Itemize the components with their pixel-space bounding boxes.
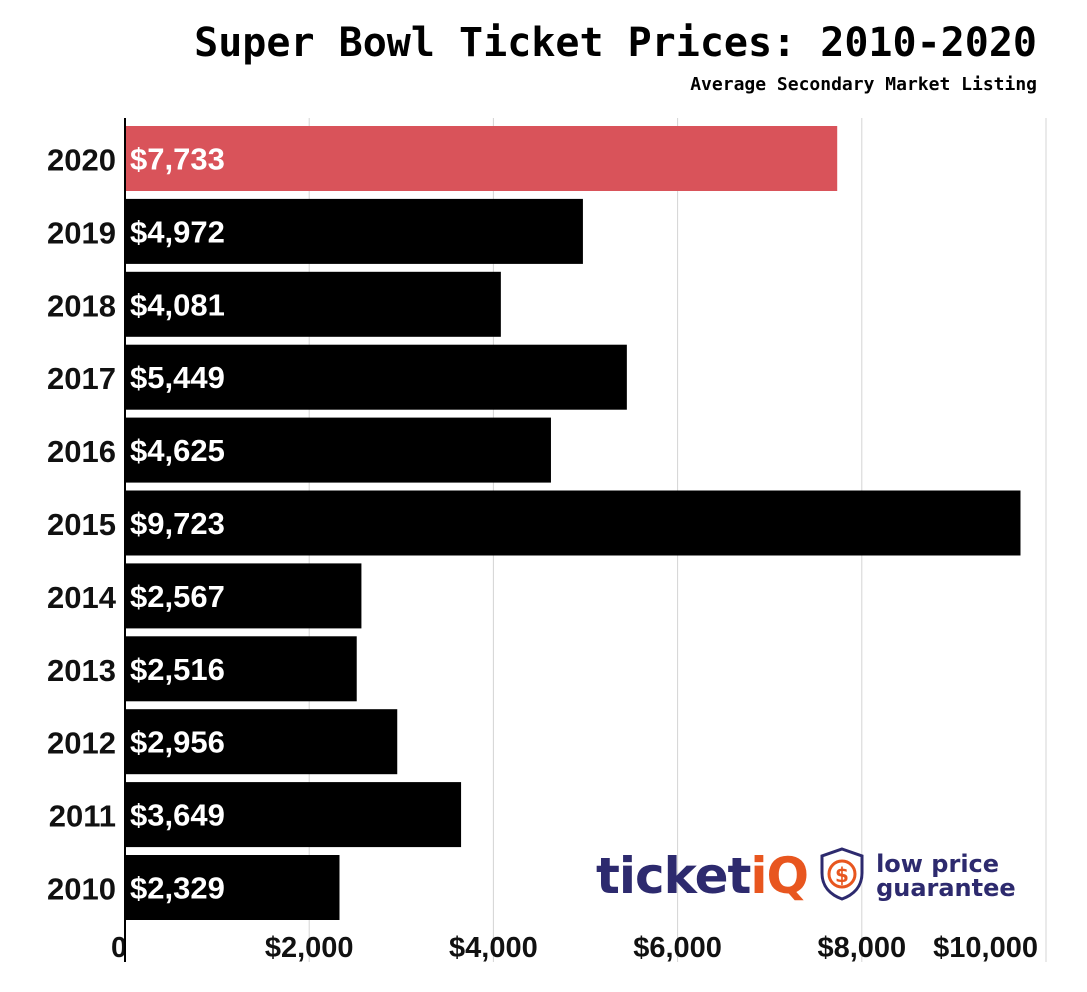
data-label-2010: $2,329 <box>130 871 225 906</box>
data-label-2020: $7,733 <box>130 142 225 177</box>
bar-2017 <box>125 344 627 410</box>
chart-title: Super Bowl Ticket Prices: 2010-2020 <box>194 20 1037 66</box>
data-label-2015: $9,723 <box>130 506 225 541</box>
category-label-2011: 2011 <box>49 799 116 834</box>
data-label-2011: $3,649 <box>130 798 225 833</box>
category-label-2020: 2020 <box>47 143 116 178</box>
x-tick-label: $6,000 <box>633 932 722 964</box>
category-label-2014: 2014 <box>47 580 117 615</box>
bar-2015 <box>125 490 1021 556</box>
category-label-2013: 2013 <box>47 653 116 688</box>
bar-2018 <box>125 271 501 337</box>
data-label-2019: $4,972 <box>130 214 225 249</box>
data-label-2014: $2,567 <box>130 579 225 614</box>
tagline-line-2: guarantee <box>876 874 1016 902</box>
tagline-line-1: low price <box>876 850 1000 878</box>
data-label-2016: $4,625 <box>130 433 225 468</box>
bar-2011 <box>125 782 462 848</box>
bar-2012 <box>125 709 398 775</box>
logo-wordmark: ticketiQ <box>596 846 809 906</box>
category-label-2019: 2019 <box>47 215 116 250</box>
logo-word-iq: iQ <box>750 847 809 905</box>
ticketiq-logo: ticketiQ $ low price guarantee <box>596 846 1016 906</box>
data-label-2013: $2,516 <box>130 652 225 687</box>
category-label-2015: 2015 <box>47 507 116 542</box>
x-tick-label: $2,000 <box>265 932 354 964</box>
bar-2010 <box>125 855 340 920</box>
category-label-2017: 2017 <box>47 361 116 396</box>
bar-2013 <box>125 636 357 702</box>
logo-tagline: low price guarantee <box>876 852 1016 900</box>
svg-text:$: $ <box>835 863 849 887</box>
x-tick-label: 0 <box>111 932 127 964</box>
data-label-2017: $5,449 <box>130 360 225 395</box>
data-label-2018: $4,081 <box>130 287 225 322</box>
category-label-2010: 2010 <box>47 872 116 907</box>
labels: 0 $2,000 $4,000 $6,000 $8,000 $10,000 2020 $7,7… <box>47 142 1038 965</box>
x-tick-label: $8,000 <box>817 932 906 964</box>
x-tick-label: $10,000 <box>933 932 1038 964</box>
category-label-2012: 2012 <box>47 726 116 761</box>
data-label-2012: $2,956 <box>130 725 225 760</box>
category-label-2016: 2016 <box>47 434 116 469</box>
bar-2014 <box>125 563 362 629</box>
logo-word-ticket: ticket <box>596 847 751 905</box>
category-label-2018: 2018 <box>47 288 116 323</box>
bars <box>125 126 1021 920</box>
shield-dollar-icon: $ <box>816 846 868 907</box>
bar-2020 <box>125 126 838 191</box>
x-tick-label: $4,000 <box>449 932 538 964</box>
chart-subtitle: Average Secondary Market Listing <box>690 74 1037 95</box>
bar-2019 <box>125 198 583 264</box>
bar-2016 <box>125 417 551 483</box>
